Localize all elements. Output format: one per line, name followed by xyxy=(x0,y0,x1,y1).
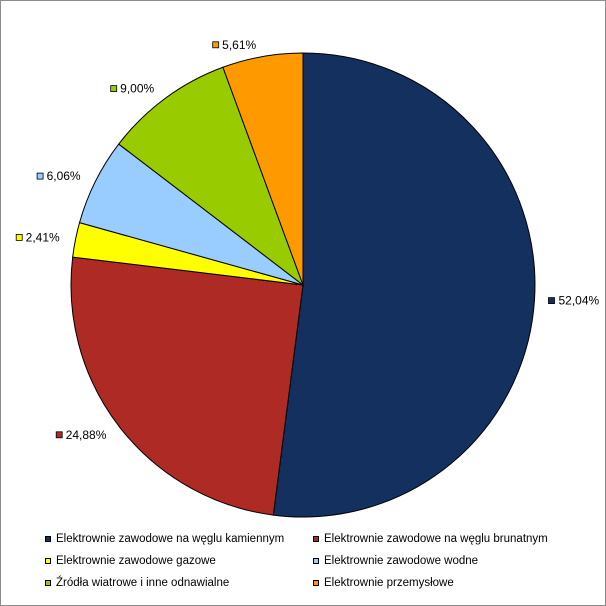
data-label: 5,61% xyxy=(222,38,256,52)
legend: Elektrownie zawodowe na węglu kamiennym … xyxy=(45,532,585,590)
legend-label: Elektrownie zawodowe na węglu kamiennym xyxy=(56,533,285,545)
legend-item: Elektrownie zawodowe gazowe xyxy=(45,554,313,568)
legend-item: Elektrownie zawodowe na węglu kamiennym xyxy=(45,532,313,546)
data-label-marker xyxy=(212,41,220,49)
data-label-marker xyxy=(55,431,63,439)
legend-item: Elektrownie przemysłowe xyxy=(313,576,581,590)
legend-label: Źródła wiatrowe i inne odnawialne xyxy=(56,577,230,589)
data-label-marker xyxy=(36,172,44,180)
legend-item: Elektrownie zawodowe na węglu brunatnym xyxy=(313,532,581,546)
data-label: 24,88% xyxy=(66,428,107,442)
pie-slice xyxy=(222,52,304,286)
legend-swatch xyxy=(313,558,319,564)
pie-slice xyxy=(118,66,305,287)
legend-label: Elektrownie przemysłowe xyxy=(324,577,454,589)
legend-swatch xyxy=(45,536,51,542)
legend-label: Elektrownie zawodowe gazowe xyxy=(56,555,216,567)
data-label-marker xyxy=(110,85,118,92)
data-label: 6,06% xyxy=(47,169,81,183)
pie-slice xyxy=(272,52,536,518)
legend-item: Źródła wiatrowe i inne odnawialne xyxy=(45,576,313,590)
data-label: 9,00% xyxy=(120,82,154,96)
data-label-marker xyxy=(548,297,555,305)
legend-label: Elektrownie zawodowe wodne xyxy=(324,555,479,567)
legend-swatch xyxy=(313,580,319,586)
legend-swatch xyxy=(313,536,319,542)
legend-item: Elektrownie zawodowe wodne xyxy=(313,554,581,568)
legend-label: Elektrownie zawodowe na węglu brunatnym xyxy=(324,533,548,545)
pie-slice xyxy=(70,256,304,516)
legend-swatch xyxy=(45,580,51,586)
data-label-marker xyxy=(15,233,23,241)
data-label: 52,04% xyxy=(559,294,600,308)
legend-swatch xyxy=(45,558,51,564)
data-label: 2,41% xyxy=(26,230,60,244)
